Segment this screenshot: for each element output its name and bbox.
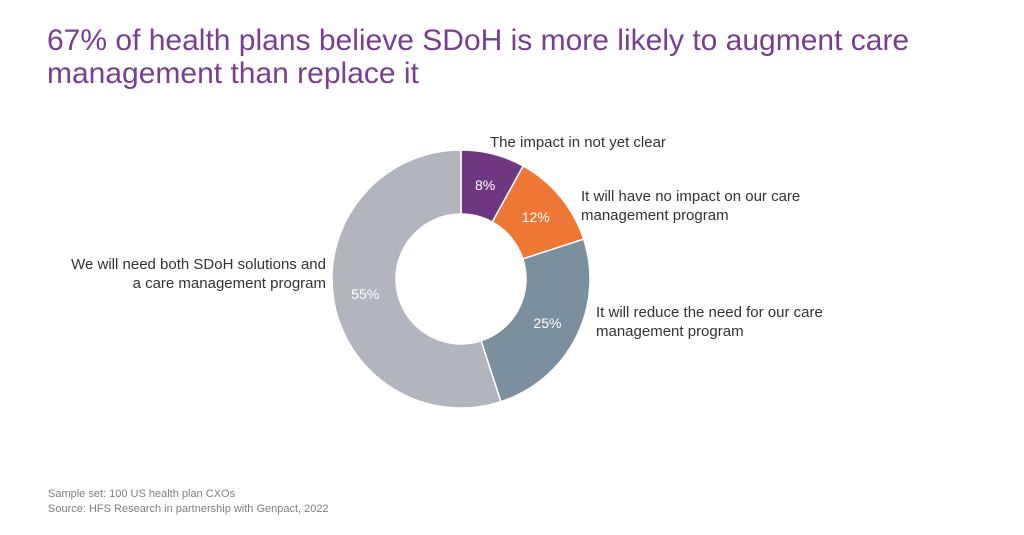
slice-reduce-need-value-label: 25% — [533, 315, 561, 331]
slice-label-reduce-need: It will reduce the need for our care man… — [596, 304, 823, 340]
source-note: Source: HFS Research in partnership with… — [48, 503, 329, 515]
slice-label-no-impact: It will have no impact on our care manag… — [581, 188, 801, 224]
slice-label-need-both: We will need both SDoH solutions and a c… — [71, 256, 326, 292]
slice-label-not-clear: The impact in not yet clear — [490, 134, 666, 151]
slice-need-both — [331, 149, 502, 409]
footer-notes: Sample set: 100 US health plan CXOs Sour… — [48, 487, 329, 517]
slice-no-impact-value-label: 12% — [522, 209, 550, 225]
slice-need-both-value-label: 55% — [351, 286, 379, 302]
slice-reduce-need — [480, 238, 591, 403]
slice-not-clear-value-label: 8% — [475, 177, 495, 193]
sample-set-note: Sample set: 100 US health plan CXOs — [48, 488, 236, 500]
chart-title: 67% of health plans believe SDoH is more… — [47, 24, 910, 90]
